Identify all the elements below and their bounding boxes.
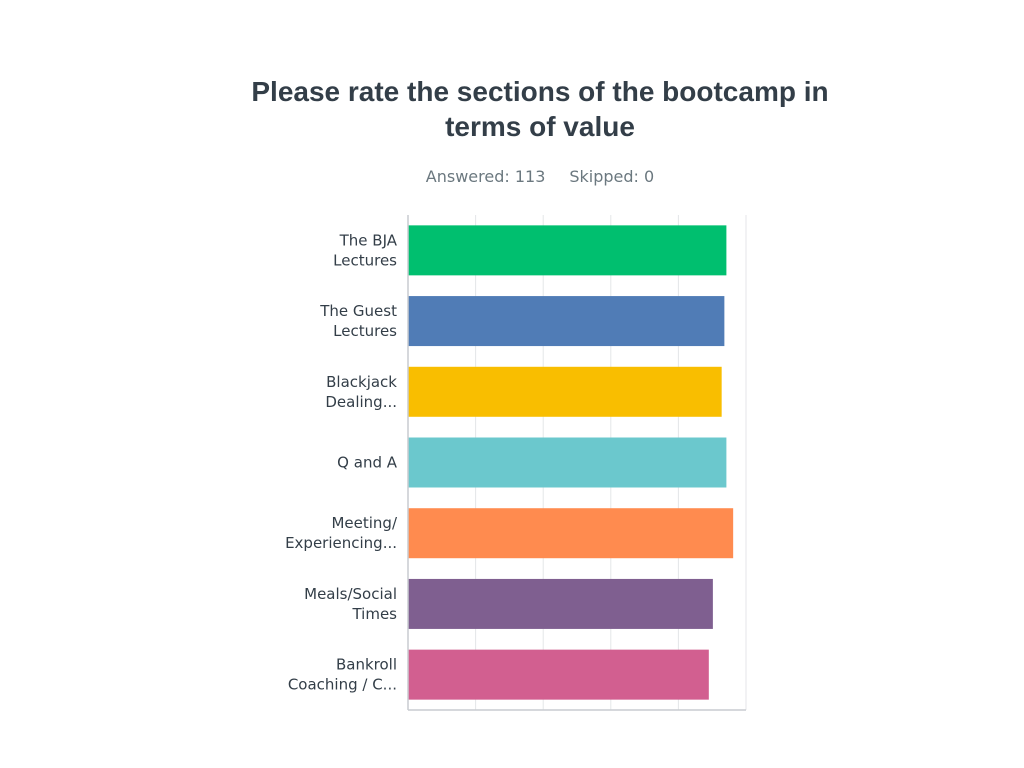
bar[interactable] xyxy=(408,578,713,629)
response-stats: Answered: 113 Skipped: 0 xyxy=(212,166,868,188)
category-label: Meeting/Experiencing... xyxy=(285,514,398,552)
bar[interactable] xyxy=(408,649,709,700)
category-label: The Guest Lectures xyxy=(319,302,397,340)
bar[interactable] xyxy=(408,437,727,488)
category-label: Blackjack Dealing... xyxy=(325,373,397,411)
bar[interactable] xyxy=(408,296,725,347)
bar[interactable] xyxy=(408,366,722,417)
skipped-count: Skipped: 0 xyxy=(569,167,655,186)
bar[interactable] xyxy=(408,508,734,559)
chart-title: Please rate the sections of the bootcamp… xyxy=(251,76,829,142)
category-labels: The BJA Lectures The Guest Lectures Blackjac… xyxy=(285,231,398,693)
answered-count: Answered: 113 xyxy=(425,167,546,186)
category-label: Bankroll Coaching / C... xyxy=(288,656,397,694)
category-label: Meals/Social Times xyxy=(304,585,397,623)
category-label: The BJA Lectures xyxy=(333,231,398,269)
category-label: Q and A xyxy=(337,454,398,472)
bars xyxy=(408,225,734,700)
bar[interactable] xyxy=(408,225,727,276)
